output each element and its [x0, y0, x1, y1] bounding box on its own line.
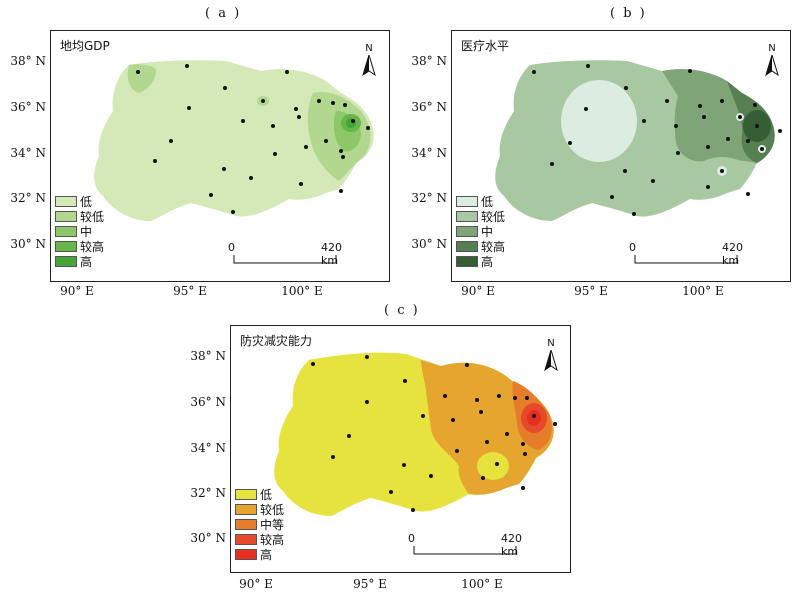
x-tick: 95° E [173, 284, 207, 298]
gdp-zone-east-peak [346, 118, 356, 128]
legend-item: 中等 [235, 517, 284, 532]
north-arrow: N [359, 43, 379, 77]
legend-swatch [55, 211, 77, 222]
legend-swatch [235, 534, 257, 545]
y-tick: 32° N [190, 486, 226, 500]
y-tick: 36° N [411, 100, 447, 114]
legend-swatch [456, 241, 478, 252]
panel-b-title: 医疗水平 [461, 39, 510, 53]
y-tick: 30° N [190, 531, 226, 545]
legend-swatch [456, 211, 478, 222]
legend-item: 较低 [456, 209, 505, 224]
station-points [311, 355, 557, 512]
scale-bar: 0 420 km [408, 532, 522, 558]
legend-item: 高 [235, 547, 284, 562]
panel-c-title: 防灾减灾能力 [240, 334, 313, 348]
y-tick: 32° N [411, 191, 447, 205]
region-shape [94, 60, 374, 221]
y-tick: 34° N [10, 146, 46, 160]
x-tick: 100° E [281, 284, 323, 298]
x-tick: 95° E [574, 284, 608, 298]
y-tick: 36° N [10, 100, 46, 114]
legend-swatch [55, 256, 77, 267]
legend-item: 高 [55, 254, 104, 269]
x-tick: 90° E [461, 284, 495, 298]
panel-a-label: ( a ) [205, 6, 242, 21]
legend-item: 较高 [55, 239, 104, 254]
legend-item: 低 [456, 194, 505, 209]
panel-a-map [94, 60, 374, 221]
legend-item: 较低 [55, 209, 104, 224]
legend-item: 低 [235, 487, 284, 502]
station-points [136, 64, 370, 214]
legend-swatch [235, 549, 257, 560]
scale-bar: 0 420 km [629, 241, 743, 267]
panel-b-label: ( b ) [610, 6, 647, 21]
gdp-zone-mid-nw [127, 64, 157, 93]
panel-b-map-frame: 医疗水平 N 低 较低 中 较高 高 0 420 km [451, 30, 791, 282]
legend-item: 低 [55, 194, 104, 209]
panel-c-label: ( c ) [384, 303, 420, 318]
y-tick: 30° N [411, 237, 447, 251]
legend-swatch [235, 519, 257, 530]
legend-item: 中 [55, 224, 104, 239]
x-tick: 100° E [682, 284, 724, 298]
x-tick: 90° E [60, 284, 94, 298]
legend-swatch [55, 226, 77, 237]
legend-swatch [55, 196, 77, 207]
y-tick: 38° N [190, 349, 226, 363]
y-tick: 38° N [411, 54, 447, 68]
legend-swatch [456, 196, 478, 207]
y-tick: 34° N [190, 441, 226, 455]
med-zone-low [561, 80, 637, 162]
legend-swatch [456, 256, 478, 267]
y-tick: 30° N [10, 237, 46, 251]
panel-a-legend: 低 较低 中 较高 高 [55, 194, 104, 269]
legend-swatch [55, 241, 77, 252]
station-points [532, 64, 782, 216]
scale-bar: 0 420 km [228, 241, 342, 267]
legend-swatch [235, 504, 257, 515]
y-tick: 36° N [190, 395, 226, 409]
y-tick: 38° N [10, 54, 46, 68]
ddr-zone-yellow-island [477, 452, 509, 480]
north-arrow: N [762, 43, 782, 77]
legend-item: 较高 [235, 532, 284, 547]
y-tick: 34° N [411, 146, 447, 160]
x-tick: 95° E [353, 577, 387, 591]
panel-a-title: 地均GDP [60, 39, 110, 53]
panel-c-map [274, 352, 557, 516]
panel-c-legend: 低 较低 中等 较高 高 [235, 487, 284, 562]
panel-a-map-frame: 地均GDP N 低 较低 中 较高 高 0 420 km [50, 30, 390, 282]
legend-swatch [456, 226, 478, 237]
panel-c-map-frame: 防灾减灾能力 N 低 较低 中等 较高 高 0 420 km [230, 325, 571, 573]
panel-b-legend: 低 较低 中 较高 高 [456, 194, 505, 269]
x-tick: 100° E [461, 577, 503, 591]
legend-item: 中 [456, 224, 505, 239]
legend-item: 高 [456, 254, 505, 269]
x-tick: 90° E [239, 577, 273, 591]
legend-item: 较高 [456, 239, 505, 254]
panel-b-map [495, 60, 782, 221]
legend-item: 较低 [235, 502, 284, 517]
north-arrow: N [541, 338, 561, 372]
y-tick: 32° N [10, 191, 46, 205]
legend-swatch [235, 489, 257, 500]
